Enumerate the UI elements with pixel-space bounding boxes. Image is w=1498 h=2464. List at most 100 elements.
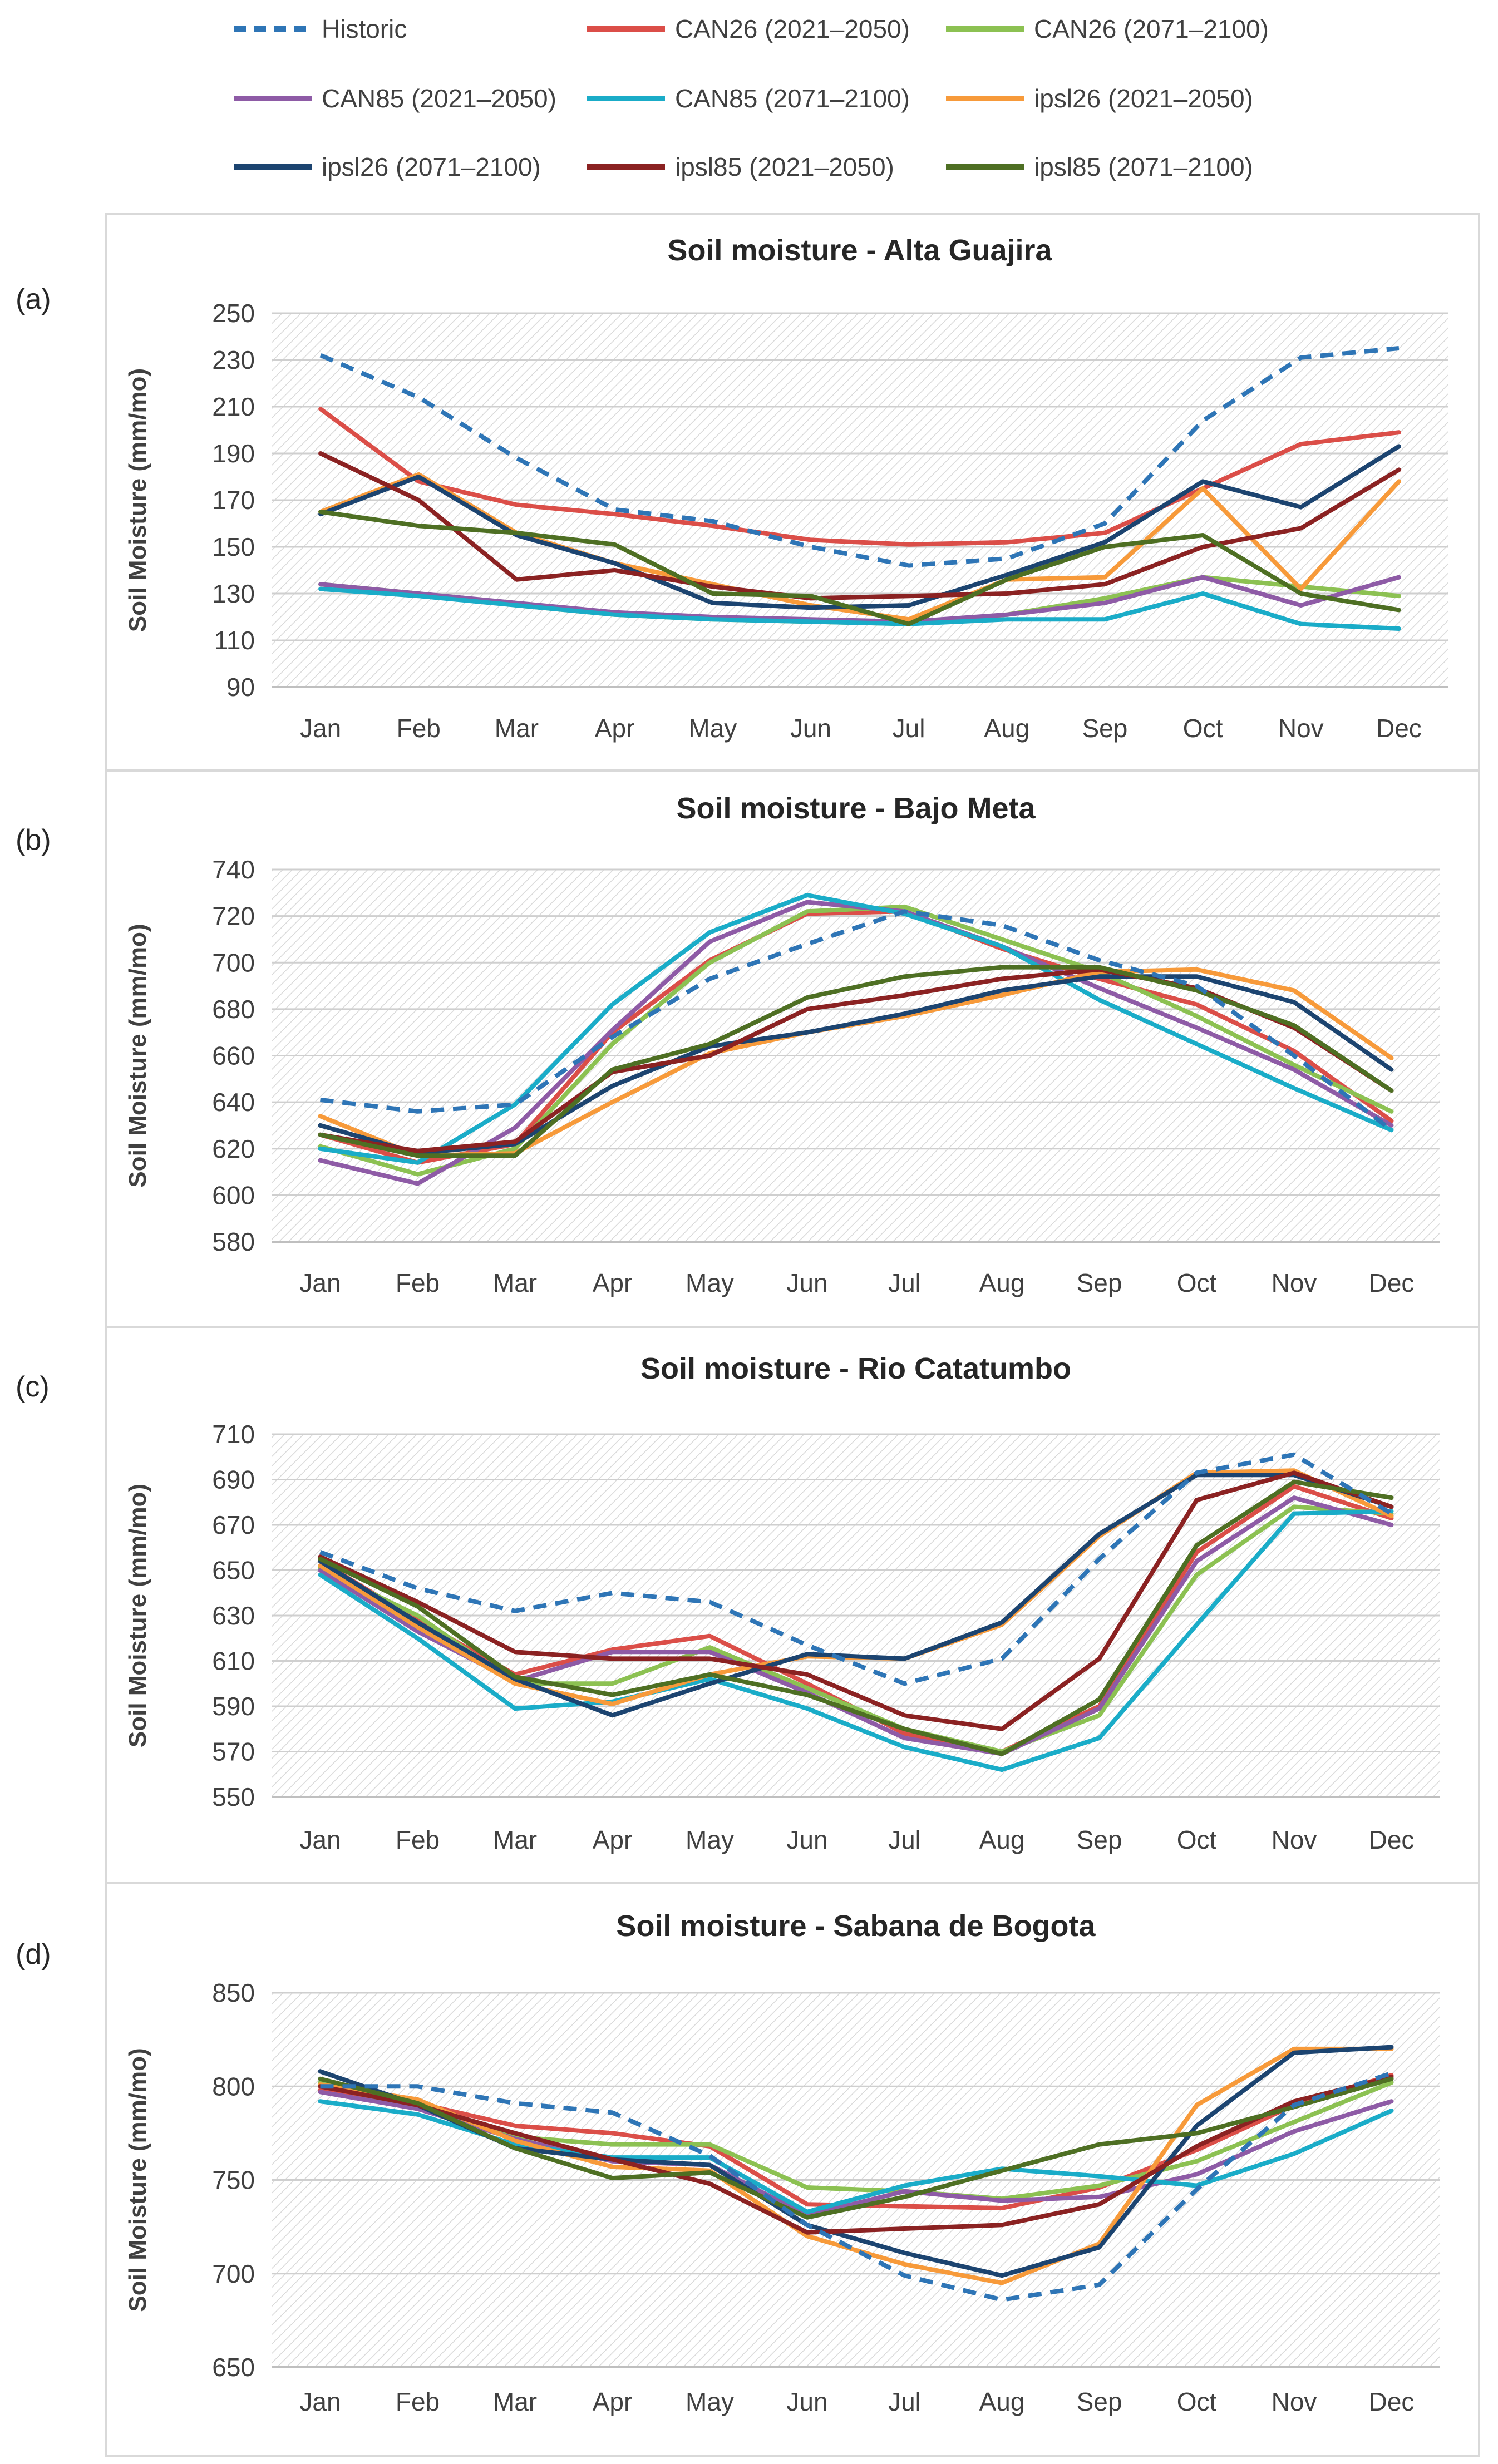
y-tick-label: 710 bbox=[212, 1420, 255, 1449]
y-tick-label: 850 bbox=[212, 1978, 255, 2007]
x-tick-label: Apr bbox=[593, 2387, 633, 2416]
panel-label: (a) bbox=[16, 283, 51, 315]
x-tick-label: Mar bbox=[493, 2387, 537, 2416]
y-tick-label: 750 bbox=[212, 2166, 255, 2195]
legend-label: ipsl85 (2021–2050) bbox=[675, 152, 894, 181]
y-tick-label: 210 bbox=[212, 392, 255, 421]
series-line-can26-2021-2050 bbox=[318, 407, 1401, 547]
series-line-can85-2071-2100 bbox=[318, 893, 1394, 1165]
x-tick-label: Nov bbox=[1272, 2387, 1317, 2416]
legend-item: ipsl85 (2071–2100) bbox=[946, 152, 1253, 181]
x-tick-label: Jan bbox=[299, 1268, 341, 1297]
x-tick-label: Jul bbox=[888, 1825, 921, 1854]
y-axis-label: Soil Moisture (mm/mo) bbox=[124, 924, 151, 1187]
x-tick-label: Feb bbox=[396, 1268, 440, 1297]
legend: Historic CAN26 (2021–2050) CAN26 (2071–210… bbox=[234, 14, 1269, 181]
y-tick-label: 630 bbox=[212, 1601, 255, 1630]
legend-item: CAN85 (2071–2100) bbox=[587, 84, 910, 113]
y-tick-label: 800 bbox=[212, 2072, 255, 2101]
x-tick-label: Jun bbox=[790, 714, 831, 743]
series-line-ipsl26-2071-2100 bbox=[318, 444, 1401, 610]
y-tick-label: 680 bbox=[212, 995, 255, 1024]
y-axis-label: Soil Moisture (mm/mo) bbox=[124, 2048, 151, 2312]
y-axis-label: Soil Moisture (mm/mo) bbox=[124, 1484, 151, 1747]
x-tick-label: Dec bbox=[1369, 2387, 1415, 2416]
series-line-can85-2071-2100 bbox=[318, 1509, 1394, 1772]
y-tick-label: 640 bbox=[212, 1088, 255, 1117]
legend-label: ipsl26 (2021–2050) bbox=[1034, 84, 1253, 113]
legend-label: ipsl85 (2071–2100) bbox=[1034, 152, 1253, 181]
x-tick-label: Jan bbox=[299, 2387, 341, 2416]
x-tick-label: Sep bbox=[1077, 1825, 1122, 1854]
series-line-ipsl85-2071-2100 bbox=[318, 510, 1401, 626]
x-tick-label: Apr bbox=[595, 714, 635, 743]
x-tick-label: Sep bbox=[1077, 1268, 1122, 1297]
legend-item: CAN26 (2071–2100) bbox=[946, 14, 1269, 43]
x-tick-label: Apr bbox=[593, 1825, 633, 1854]
x-tick-label: Feb bbox=[397, 714, 441, 743]
legend-label: CAN26 (2021–2050) bbox=[675, 14, 910, 43]
x-tick-label: Mar bbox=[495, 714, 539, 743]
y-tick-label: 700 bbox=[212, 2259, 255, 2288]
legend-item: ipsl85 (2021–2050) bbox=[587, 152, 894, 181]
series-line-ipsl85-2071-2100 bbox=[318, 2076, 1394, 2220]
x-tick-label: Nov bbox=[1272, 1268, 1317, 1297]
x-tick-label: Jun bbox=[786, 1268, 827, 1297]
x-tick-label: Sep bbox=[1077, 2387, 1122, 2416]
x-tick-label: Jun bbox=[786, 2387, 827, 2416]
x-tick-label: Nov bbox=[1272, 1825, 1317, 1854]
series-line-ipsl85-2021-2050 bbox=[318, 2075, 1394, 2235]
series-line-can85-2021-2050 bbox=[318, 575, 1401, 624]
y-tick-label: 610 bbox=[212, 1647, 255, 1676]
y-tick-label: 570 bbox=[212, 1737, 255, 1766]
y-tick-label: 230 bbox=[212, 345, 255, 374]
x-tick-label: Feb bbox=[396, 2387, 440, 2416]
y-tick-label: 190 bbox=[212, 439, 255, 468]
legend-label: CAN26 (2071–2100) bbox=[1034, 14, 1269, 43]
legend-label: CAN85 (2021–2050) bbox=[322, 84, 556, 113]
legend-label: Historic bbox=[322, 14, 407, 43]
legend-item: Historic bbox=[234, 14, 407, 43]
x-tick-label: May bbox=[688, 714, 737, 743]
x-tick-label: Jan bbox=[300, 714, 341, 743]
x-tick-label: May bbox=[686, 1825, 734, 1854]
x-tick-label: Aug bbox=[979, 1268, 1025, 1297]
series-line-historic bbox=[319, 1452, 1393, 1686]
x-tick-label: Dec bbox=[1369, 1825, 1415, 1854]
y-tick-label: 170 bbox=[212, 486, 255, 515]
series-line-ipsl85-2071-2100 bbox=[318, 1479, 1394, 1756]
chart-panel: (a) Soil moisture - Alta Guajira 90 110 130 1… bbox=[16, 213, 1480, 772]
y-tick-label: 90 bbox=[226, 673, 255, 702]
series-line-can85-2071-2100 bbox=[318, 586, 1401, 631]
chart-title: Soil moisture - Sabana de Bogota bbox=[616, 1909, 1096, 1943]
y-tick-label: 110 bbox=[214, 626, 255, 655]
x-tick-label: Jan bbox=[299, 1825, 341, 1854]
x-tick-label: Mar bbox=[493, 1268, 537, 1297]
x-tick-label: May bbox=[686, 1268, 734, 1297]
chart-title: Soil moisture - Rio Catatumbo bbox=[640, 1352, 1071, 1385]
legend-item: ipsl26 (2021–2050) bbox=[946, 84, 1253, 113]
y-tick-label: 130 bbox=[212, 579, 255, 608]
x-tick-label: Aug bbox=[984, 714, 1029, 743]
series-line-can85-2021-2050 bbox=[318, 900, 1394, 1186]
x-tick-label: Aug bbox=[979, 1825, 1025, 1854]
legend-item: ipsl26 (2071–2100) bbox=[234, 152, 541, 181]
y-tick-label: 650 bbox=[212, 2353, 255, 2382]
series-line-ipsl85-2071-2100 bbox=[318, 965, 1394, 1158]
x-tick-label: Feb bbox=[396, 1825, 440, 1854]
x-tick-label: May bbox=[686, 2387, 734, 2416]
x-tick-label: Jun bbox=[786, 1825, 827, 1854]
x-tick-label: Nov bbox=[1278, 714, 1324, 743]
series-line-historic bbox=[319, 346, 1400, 568]
series-line-ipsl85-2021-2050 bbox=[318, 1470, 1394, 1731]
y-tick-label: 600 bbox=[212, 1181, 255, 1209]
y-tick-label: 250 bbox=[212, 299, 255, 328]
y-tick-label: 620 bbox=[212, 1134, 255, 1163]
series-line-historic bbox=[320, 909, 1393, 1132]
y-tick-label: 650 bbox=[212, 1556, 255, 1585]
y-tick-label: 690 bbox=[212, 1465, 255, 1494]
y-tick-label: 700 bbox=[212, 948, 255, 977]
y-axis-label: Soil Moisture (mm/mo) bbox=[124, 368, 151, 632]
panel-label: (d) bbox=[16, 1938, 51, 1971]
